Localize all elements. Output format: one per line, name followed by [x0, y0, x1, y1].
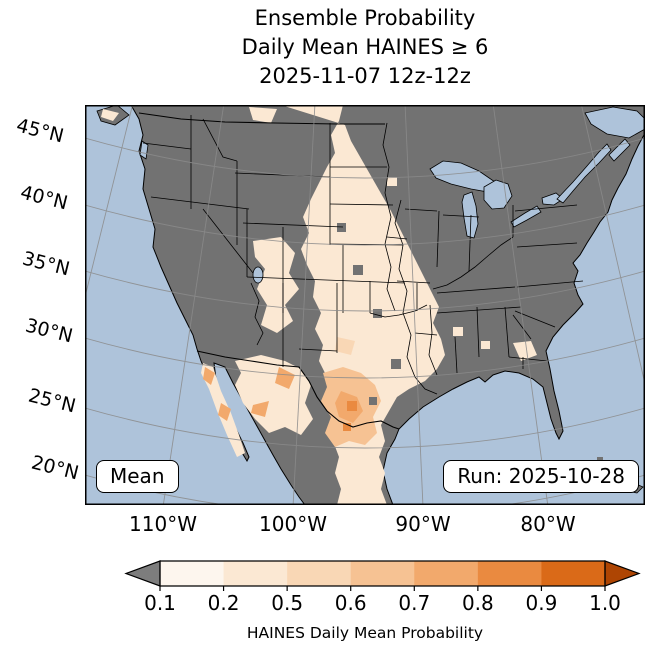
shading-region-plains — [281, 105, 445, 505]
meridian-70w — [580, 105, 645, 387]
gray-hole — [353, 265, 363, 275]
shading-region-georgia — [513, 341, 537, 361]
lake-michigan — [461, 191, 479, 239]
shading-speck — [453, 327, 463, 336]
lat-tick-label: 40°N — [18, 181, 70, 215]
shading-region-greatbasin — [253, 237, 299, 333]
colorbar-tick-label: 0.9 — [525, 591, 558, 615]
lake-erie — [510, 205, 542, 228]
lat-tick-label: 45°N — [14, 114, 66, 148]
run-label: Run: 2025-10-28 — [457, 464, 625, 488]
colorbar — [124, 560, 641, 591]
mexico-border — [196, 350, 400, 430]
colorbar-tick-label: 0.6 — [334, 591, 367, 615]
lake-ontario — [541, 192, 564, 206]
title-line-3: 2025-11-07 12z-12z — [259, 64, 471, 88]
meridian-90w — [404, 105, 424, 505]
meridian-100w — [292, 105, 316, 505]
lon-tick-label: 80°W — [520, 512, 576, 536]
colorbar-under-arrow — [124, 560, 161, 587]
colorbar-tickmarks — [159, 586, 606, 591]
colorbar-tick-label: 0.5 — [271, 591, 304, 615]
colorbar-segment — [541, 561, 606, 586]
bay-of-fundy — [608, 138, 631, 162]
meridian-80w — [492, 105, 549, 505]
shading-speck — [481, 341, 490, 349]
lat-tick-label: 35°N — [20, 247, 72, 281]
gray-hole — [391, 359, 401, 369]
colorbar-segments — [160, 561, 606, 586]
shading-region-txpanhandle — [335, 337, 355, 355]
shading-speck — [249, 107, 277, 123]
colorbar-tick-label: 0.2 — [207, 591, 240, 615]
gray-hole — [337, 223, 346, 232]
lat-tick-label: 25°N — [26, 384, 78, 418]
lon-tick-label: 90°W — [395, 512, 451, 536]
gray-hole — [373, 309, 382, 318]
meridian-110w — [162, 105, 225, 505]
island-speck — [597, 457, 603, 461]
colorbar-tick-label: 0.1 — [144, 591, 176, 615]
canada-border — [138, 112, 385, 125]
shading-speck-island — [101, 109, 119, 121]
great-salt-lake — [252, 266, 264, 284]
lon-tick-label: 110°W — [129, 512, 197, 536]
plot-title: Ensemble Probability Daily Mean HAINES ≥… — [60, 4, 670, 91]
title-line-2: Daily Mean HAINES ≥ 6 — [241, 35, 489, 59]
probability-shading — [101, 105, 537, 505]
mean-label: Mean — [110, 464, 165, 488]
map-area — [85, 105, 645, 505]
parallel-35n — [85, 270, 645, 312]
colorbar-over-arrow — [604, 560, 641, 587]
colorbar-segment — [223, 561, 288, 586]
shading-orange-baja — [218, 403, 231, 421]
country-borders — [138, 112, 400, 430]
title-line-1: Ensemble Probability — [254, 6, 476, 30]
gulf-st-lawrence — [584, 106, 645, 139]
shading-speck — [387, 177, 397, 186]
lat-tick-label: 20°N — [29, 451, 81, 485]
lake-huron — [483, 179, 513, 210]
shading-orange-baja — [203, 367, 215, 385]
shading-orange-sonora — [275, 367, 295, 389]
colorbar-segment — [350, 561, 415, 586]
great-lakes — [139, 106, 645, 284]
colorbar-axis-label: HAINES Daily Mean Probability — [246, 624, 484, 642]
run-annotation-box: Run: 2025-10-28 — [443, 460, 639, 493]
parallel-30n — [85, 337, 645, 379]
colorbar-segment — [287, 561, 352, 586]
map-frame — [85, 105, 645, 505]
gray-hole — [369, 397, 377, 405]
meridian-120w — [85, 105, 133, 299]
st-lawrence-river — [556, 143, 612, 204]
parallel-45n — [85, 137, 645, 179]
colorbar-segment — [160, 561, 225, 586]
lat-tick-label: 30°N — [23, 314, 75, 348]
graticule — [85, 105, 645, 505]
parallel-25n — [85, 407, 645, 449]
colorbar-segment — [414, 561, 479, 586]
parallel-20n — [85, 474, 645, 505]
colorbar-tick-label: 1.0 — [589, 591, 621, 615]
colorbar-tick-label: 0.7 — [398, 591, 431, 615]
shading-max-cell — [343, 423, 351, 431]
parallel-40n — [85, 204, 645, 246]
map-svg — [85, 105, 645, 505]
colorbar-segment — [477, 561, 542, 586]
mean-annotation-box: Mean — [96, 460, 179, 493]
lon-tick-label: 100°W — [259, 512, 327, 536]
shading-max-cell — [347, 401, 357, 411]
shading-orange-sonora — [251, 401, 269, 417]
colorbar-tick-label: 0.8 — [461, 591, 494, 615]
